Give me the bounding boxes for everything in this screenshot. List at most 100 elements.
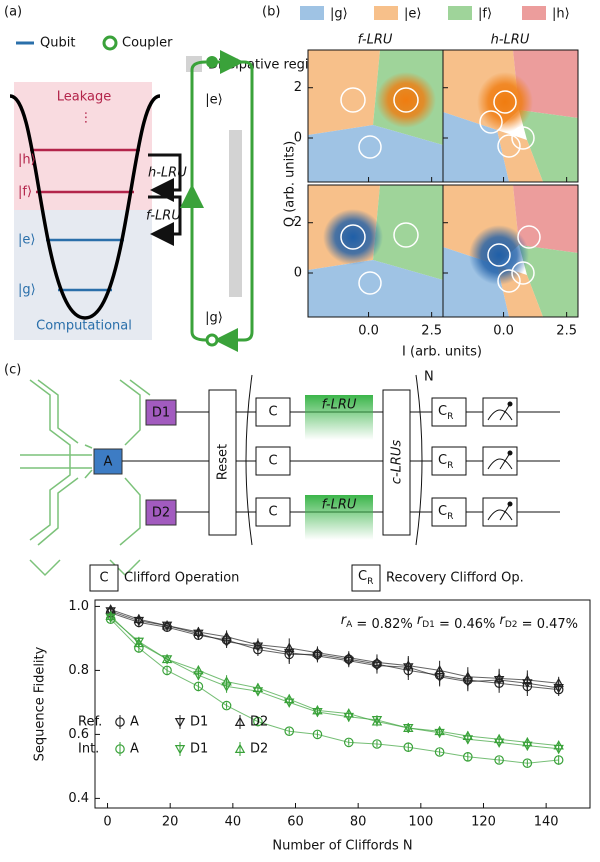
region-label: Leakage [57,90,112,105]
x-tick-label: 2.5 [556,324,577,339]
symbol-main: C [438,453,447,468]
dissipative-bar [229,130,242,297]
x-tick-label: 0 [103,815,111,830]
symbol-sub: R [447,461,453,471]
state-circle [487,243,511,267]
subplot-frame [442,49,579,183]
qubit-label: D1 [152,406,170,421]
legend-text: |f⟩ [478,7,492,22]
symbol-main: C [358,569,367,584]
meter-dot [507,501,513,507]
panel-b: (b) Q (arb. units) I (arb. units) f-LRU … [262,5,579,360]
symbol-sub: R [447,412,453,422]
x-tick-label: 140 [534,815,559,830]
data-point [553,677,564,688]
symbol-main: C [438,404,447,419]
shot-cloud [477,72,533,132]
recovery-label: CR [438,453,453,471]
meter-dot [507,401,513,407]
panel-a: (a) Qubit Coupler Dissipative regime Lea… [4,5,329,352]
y-tick-label: 0.4 [68,791,89,806]
legend-swatch [374,6,398,20]
data-point [133,613,145,624]
bracket [245,374,253,546]
data-point [371,716,383,726]
clru-label: c-LRUs [390,440,405,485]
potential-well [9,94,161,320]
data-point [252,639,264,649]
y-axis-label: Q (arb. units) [283,141,298,227]
state-circle [358,271,382,295]
data-point [253,716,263,727]
region-label: Computational [36,319,132,334]
meter-arc [487,409,513,421]
panel-label: (a) [4,5,22,20]
legend-marker [174,745,186,755]
legend-group: Int. [78,742,99,757]
legend-marker [234,716,246,726]
data-point [193,626,204,636]
state-circle [340,87,366,113]
state-circle [340,224,366,250]
data-point [493,672,505,683]
legend-text: |h⟩ [552,7,570,22]
subplot-title: h-LRU [491,33,530,48]
x-tick-label: 40 [225,815,242,830]
state-circle [358,135,382,159]
legend-marker [115,717,125,727]
legend-text: |g⟩ [330,7,348,22]
coupler-state: |e⟩ [205,93,222,108]
x-tick-label: 120 [471,815,496,830]
lru-label: f-LRU [322,498,357,513]
data-point [193,681,204,692]
data-point [133,637,145,648]
data-point [403,660,414,670]
coupler-loop [212,60,254,342]
subplot-title: f-LRU [358,33,393,48]
data-point [553,740,564,750]
legend-text: A [130,715,139,730]
panel-label: (b) [262,5,280,20]
lru-label: f-LRU [146,209,181,224]
y-tick-label: 2 [294,215,302,230]
data-point [221,676,232,686]
meter-box [482,497,518,527]
panel-c: (c) D1 A D2 Reset N C C [4,363,560,592]
meter-box [482,397,518,427]
recovery-label: CR [438,404,453,422]
coupler-state: |g⟩ [205,311,223,326]
legend-swatch [300,6,324,20]
coupler-excited [206,56,218,68]
legend-symbol: CR [358,569,373,587]
level-label: |g⟩ [18,283,36,298]
x-axis-label: Number of Cliffords N [272,839,412,854]
legend-text: D2 [250,715,268,730]
shot-cloud [376,72,436,128]
lru-label: f-LRU [322,398,357,413]
legend-marker [234,743,246,753]
state-circle [517,225,541,249]
region [513,185,578,253]
meters [482,397,518,527]
lru-pulse [305,395,373,440]
series-line [110,617,559,750]
recovery-box [431,446,467,476]
region [308,125,443,182]
legend-symbol: C [99,571,108,586]
annotation-symbol: r [500,613,507,628]
recovery-box [431,497,467,527]
clru-box [382,389,411,536]
data-point [343,737,354,748]
bracket [415,374,423,546]
data-point [463,751,473,762]
data-point [193,664,204,675]
state-circle [511,261,535,285]
meter-needle [499,403,511,421]
data-point [371,656,383,667]
data-point [403,742,414,752]
y-tick-label: 2 [294,80,302,95]
clifford-label: C [268,505,277,520]
data-point [343,708,354,718]
reset-label: Reset [216,444,231,480]
